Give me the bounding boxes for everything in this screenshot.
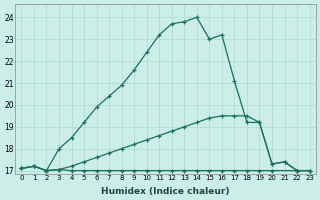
X-axis label: Humidex (Indice chaleur): Humidex (Indice chaleur) — [101, 187, 230, 196]
